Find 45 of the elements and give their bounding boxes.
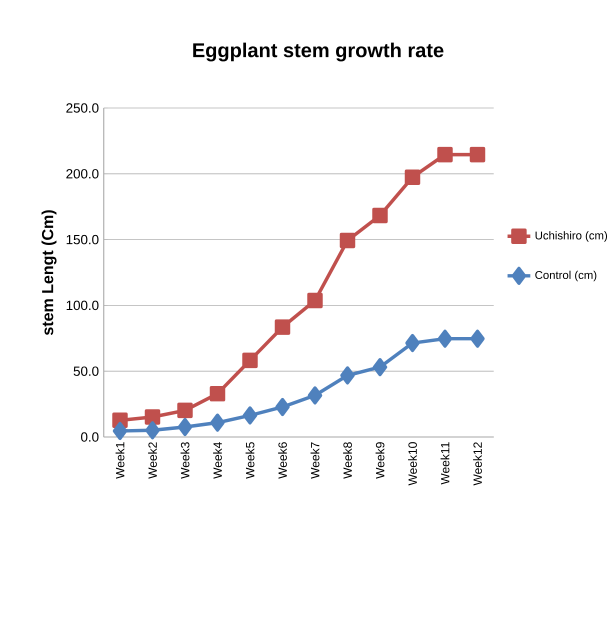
x-tick-label: Week8: [342, 442, 352, 479]
x-tick-label: Week6: [278, 442, 287, 479]
point: [340, 232, 356, 248]
y-tick-label: 150.0: [66, 234, 98, 244]
point: [145, 421, 160, 440]
point: [210, 414, 225, 432]
x-tick-label: Week7: [310, 442, 320, 479]
y-axis-title: stem Lengt (Cm): [41, 210, 56, 336]
point: [404, 169, 420, 185]
legend-label: Control (cm): [535, 270, 596, 282]
point: [308, 386, 322, 404]
y-tick-label: 0.0: [80, 432, 98, 442]
point: [275, 398, 290, 416]
point: [372, 208, 388, 224]
x-tick-label: Week4: [212, 442, 222, 479]
x-tick-label: Week11: [440, 442, 450, 485]
y-tick-label: 50.0: [73, 366, 98, 376]
chart-title: Eggplant stem growth rate: [193, 42, 444, 62]
point: [437, 146, 453, 162]
point: [274, 319, 290, 335]
x-tick-label: Week10: [408, 442, 417, 486]
point: [112, 422, 128, 440]
point: [405, 334, 420, 352]
point: [210, 386, 226, 402]
point: [177, 402, 193, 418]
legend-label: Uchishiro (cm): [535, 231, 607, 242]
point: [372, 358, 388, 376]
point: [178, 418, 192, 436]
point: [144, 409, 160, 425]
point: [307, 292, 323, 308]
point: [438, 330, 452, 348]
point: [242, 352, 258, 368]
x-tick-label: Week3: [180, 442, 190, 479]
x-tick-label: Week5: [245, 442, 254, 479]
x-tick-label: Week1: [115, 442, 124, 479]
y-tick-label: 100.0: [66, 300, 98, 310]
point: [470, 146, 486, 162]
y-tick-label: 250.0: [66, 103, 98, 113]
x-tick-label: Week2: [148, 442, 157, 479]
point: [470, 330, 485, 348]
point: [340, 366, 355, 384]
x-tick-label: Week9: [375, 442, 384, 479]
x-tick-label: Week12: [472, 442, 482, 486]
point: [242, 406, 258, 424]
y-tick-label: 200.0: [66, 169, 98, 179]
